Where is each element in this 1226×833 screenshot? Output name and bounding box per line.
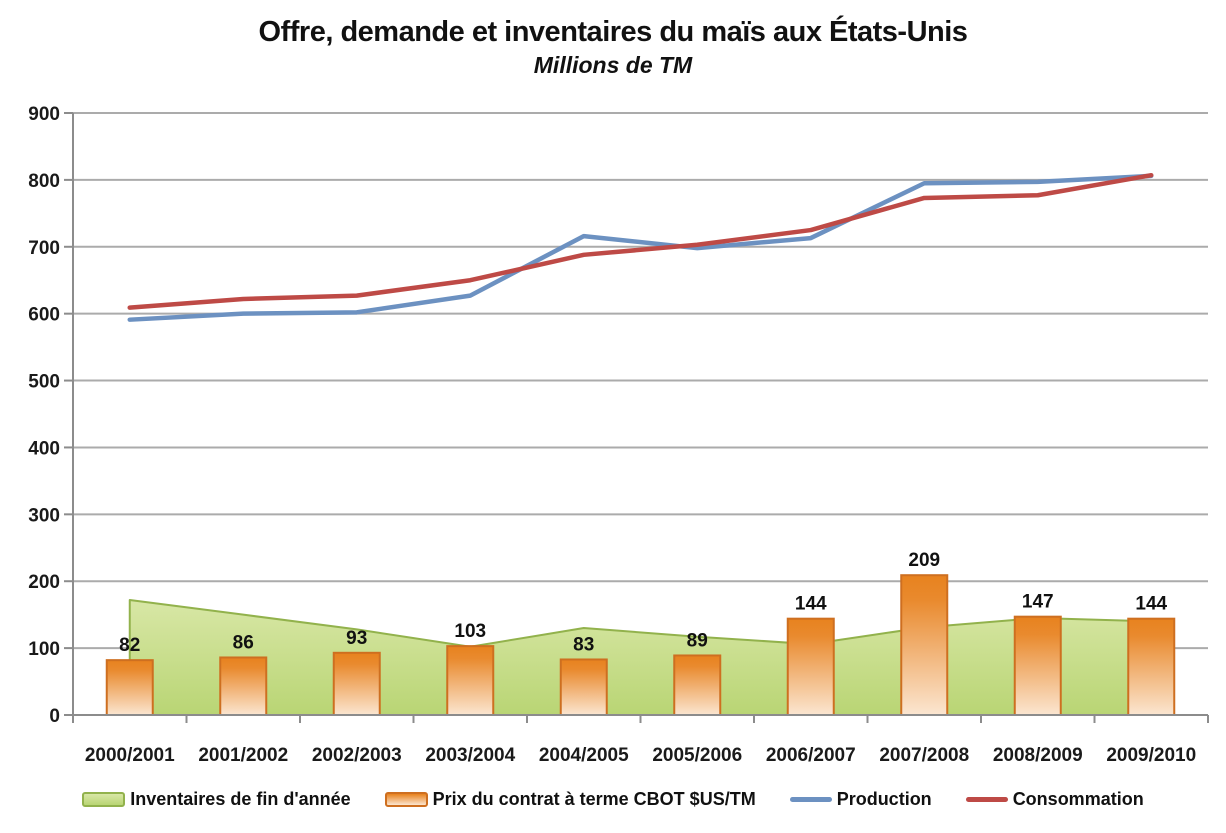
consommation-line-swatch bbox=[965, 797, 1008, 802]
y-axis-label: 900 bbox=[28, 104, 60, 125]
chart-subtitle: Millions de TM bbox=[533, 52, 693, 78]
y-axis-label: 300 bbox=[28, 505, 60, 526]
x-axis-label: 2004/2005 bbox=[539, 745, 629, 766]
bar-value-label: 147 bbox=[1022, 592, 1054, 613]
bar-value-label: 83 bbox=[573, 634, 594, 655]
legend-item-production: Production bbox=[789, 789, 932, 810]
x-axis-label: 2006/2007 bbox=[766, 745, 856, 766]
x-axis-label: 2002/2003 bbox=[312, 745, 402, 766]
price-bar bbox=[105, 659, 154, 717]
y-axis-label: 700 bbox=[28, 238, 60, 259]
price-bar bbox=[786, 617, 835, 716]
y-axis-label: 0 bbox=[49, 706, 60, 727]
x-axis-label: 2000/2001 bbox=[85, 745, 175, 766]
price-bar bbox=[219, 656, 268, 717]
y-axis-label: 800 bbox=[28, 171, 60, 192]
bar-value-label: 103 bbox=[454, 621, 486, 642]
bar-value-label: 144 bbox=[1135, 594, 1167, 615]
production-line-swatch bbox=[789, 797, 832, 802]
x-axis-label: 2007/2008 bbox=[879, 745, 969, 766]
chart-legend: Inventaires de fin d'année Prix du contr… bbox=[0, 789, 1226, 810]
legend-label-prix: Prix du contrat à terme CBOT $US/TM bbox=[432, 789, 756, 809]
price-bar bbox=[900, 574, 949, 716]
chart-title: Offre, demande et inventaires du maïs au… bbox=[258, 16, 968, 48]
y-axis-label: 600 bbox=[28, 305, 60, 326]
price-bar bbox=[332, 651, 381, 716]
bar-value-label: 93 bbox=[346, 628, 367, 649]
consommation-line bbox=[127, 172, 1154, 310]
x-axis-label: 2009/2010 bbox=[1106, 745, 1196, 766]
x-axis-label: 2003/2004 bbox=[425, 745, 515, 766]
legend-item-consommation: Consommation bbox=[965, 789, 1144, 810]
price-bar bbox=[1013, 615, 1062, 717]
prix-swatch bbox=[384, 792, 428, 807]
legend-label-consommation: Consommation bbox=[1012, 789, 1144, 809]
inventaires-swatch bbox=[82, 792, 126, 807]
bar-value-label: 144 bbox=[795, 594, 827, 615]
legend-label-inventaires: Inventaires de fin d'année bbox=[130, 789, 351, 809]
bar-value-label: 86 bbox=[233, 632, 254, 653]
x-axis-label: 2001/2002 bbox=[198, 745, 288, 766]
inventaires-area bbox=[128, 598, 1153, 716]
price-bar bbox=[559, 658, 608, 717]
x-axis-label: 2008/2009 bbox=[993, 745, 1083, 766]
price-bar bbox=[446, 645, 495, 716]
bar-value-label: 82 bbox=[119, 635, 140, 656]
y-axis-label: 200 bbox=[28, 572, 60, 593]
legend-label-production: Production bbox=[836, 789, 932, 809]
legend-item-prix: Prix du contrat à terme CBOT $US/TM bbox=[384, 789, 756, 810]
y-axis-label: 100 bbox=[28, 639, 60, 660]
bar-value-label: 209 bbox=[908, 550, 940, 571]
price-bar bbox=[673, 654, 722, 716]
y-axis-label: 400 bbox=[28, 438, 60, 459]
legend-item-inventaires: Inventaires de fin d'année bbox=[82, 789, 351, 810]
x-axis-label: 2005/2006 bbox=[652, 745, 742, 766]
y-axis-label: 500 bbox=[28, 372, 60, 393]
price-bar bbox=[1127, 617, 1176, 716]
production-line bbox=[127, 173, 1154, 322]
bar-value-label: 89 bbox=[687, 630, 708, 651]
